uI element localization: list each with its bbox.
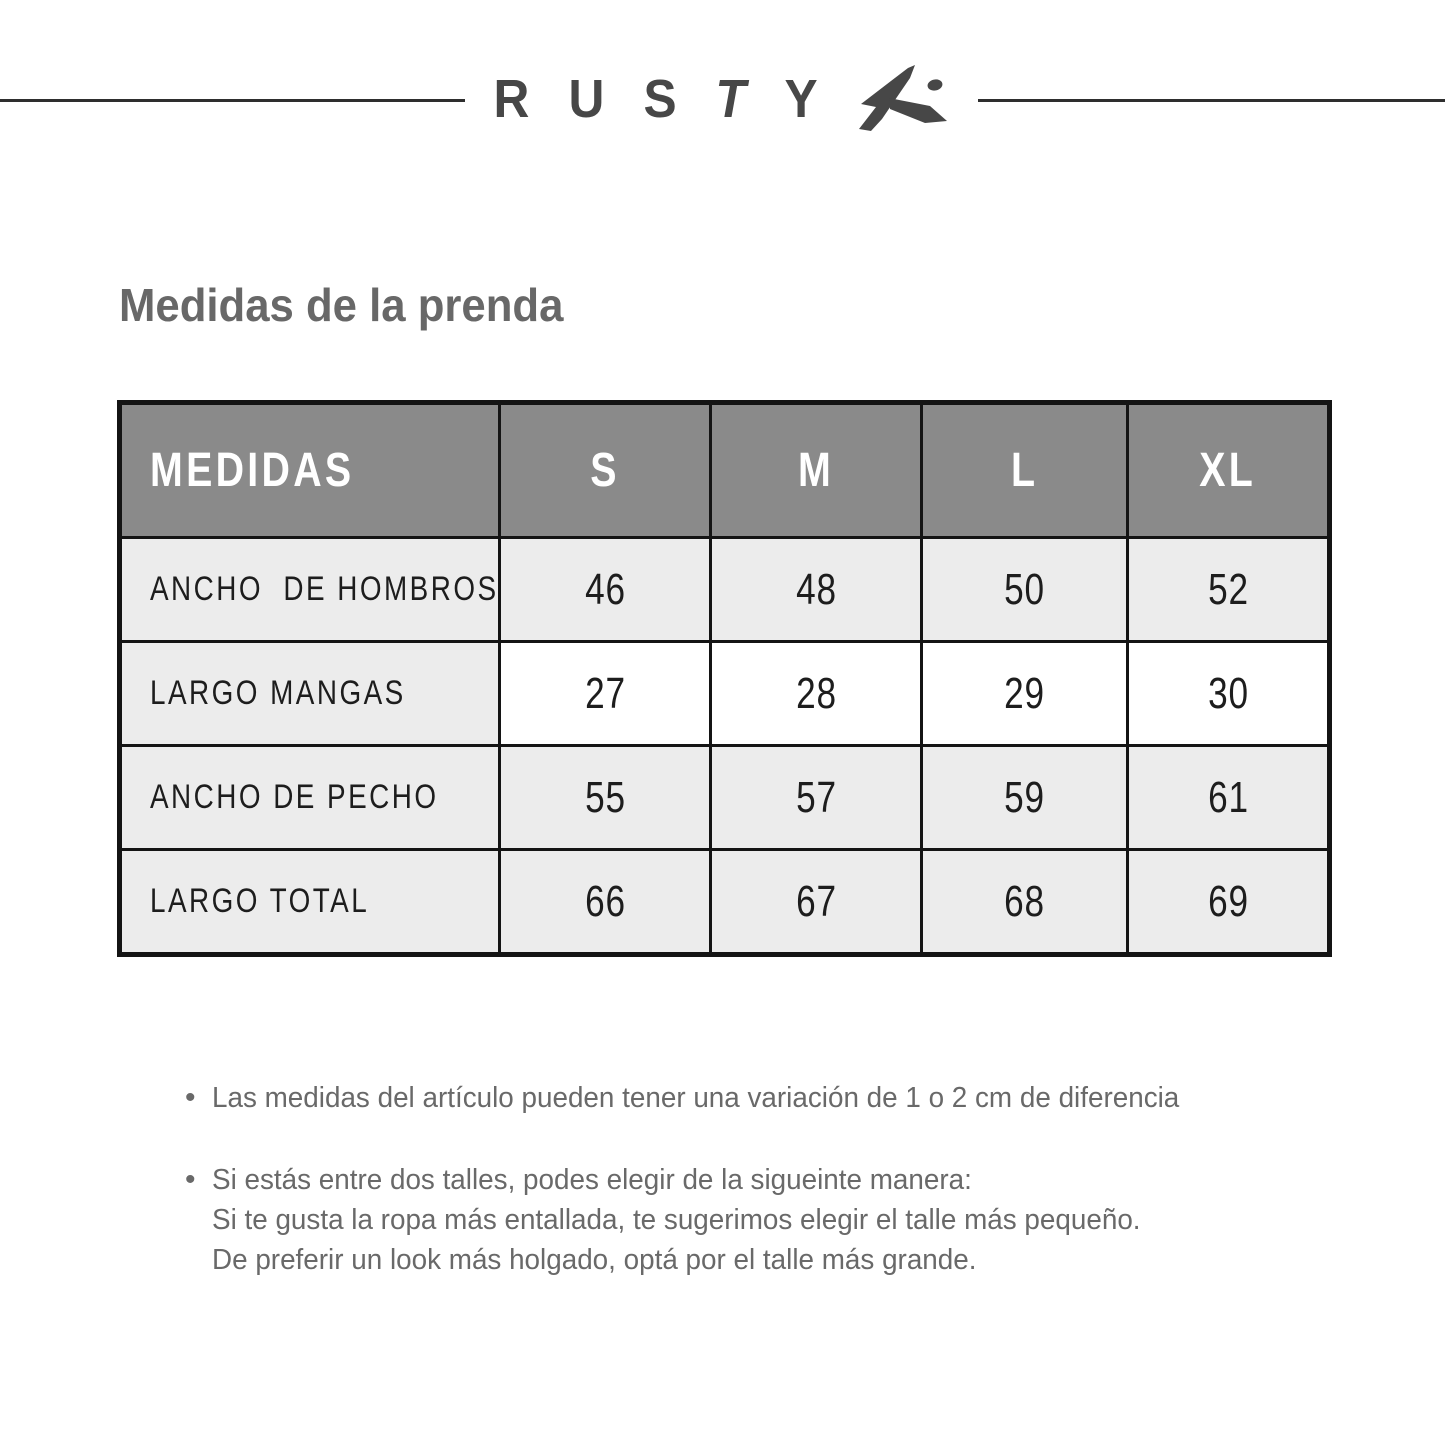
value-cell-xl: 69 bbox=[1126, 848, 1331, 956]
value-cell-m: 67 bbox=[709, 848, 923, 956]
table-row-largo-total: LARGO TOTAL 66 67 68 69 bbox=[118, 848, 1331, 956]
table-row-ancho-de-hombros: ANCHO DE HOMBROS 46 48 50 52 bbox=[118, 536, 1331, 643]
header-rule-right bbox=[978, 99, 1445, 102]
column-header-size-xl: XL bbox=[1126, 401, 1331, 539]
value-cell-s: 46 bbox=[498, 536, 712, 643]
notes-section: • Las medidas del artículo pueden tener … bbox=[185, 1078, 1305, 1322]
header-rule-left bbox=[0, 99, 465, 102]
brand-letter-u: U bbox=[568, 69, 605, 129]
note-line: Si estás entre dos talles, podes elegir … bbox=[212, 1164, 972, 1196]
brand-letter-t: T bbox=[715, 69, 746, 129]
row-label-cell: ANCHO DE HOMBROS bbox=[118, 536, 501, 643]
brand-letter-y: Y bbox=[784, 69, 818, 129]
value-cell-xl: 52 bbox=[1126, 536, 1331, 643]
value-cell-l: 59 bbox=[920, 744, 1129, 851]
brand-letter-s: S bbox=[643, 69, 677, 129]
value-cell-s: 66 bbox=[498, 848, 712, 956]
note-size-advice: • Si estás entre dos talles, podes elegi… bbox=[185, 1160, 1305, 1280]
value-cell-xl: 61 bbox=[1126, 744, 1331, 851]
column-header-size-m: M bbox=[709, 401, 923, 539]
note-line: Las medidas del artículo pueden tener un… bbox=[212, 1082, 1180, 1114]
note-variation: • Las medidas del artículo pueden tener … bbox=[185, 1078, 1305, 1118]
column-header-size-l: L bbox=[920, 401, 1129, 539]
bullet-icon: • bbox=[185, 1163, 196, 1196]
value-cell-s: 27 bbox=[498, 640, 712, 747]
value-cell-l: 29 bbox=[920, 640, 1129, 747]
table-row-largo-mangas: LARGO MANGAS 27 28 29 30 bbox=[118, 640, 1331, 747]
table-header-row: MEDIDAS S M L XL bbox=[118, 401, 1331, 539]
brand-letter-r: R bbox=[493, 69, 530, 129]
value-cell-l: 50 bbox=[920, 536, 1129, 643]
note-line: Si te gusta la ropa más entallada, te su… bbox=[212, 1204, 1141, 1236]
value-cell-m: 48 bbox=[709, 536, 923, 643]
value-cell-l: 68 bbox=[920, 848, 1129, 956]
measurements-table: MEDIDAS S M L XL ANCHO DE HOMBROS 46 bbox=[117, 400, 1332, 957]
value-cell-xl: 30 bbox=[1126, 640, 1331, 747]
row-label-cell: LARGO MANGAS bbox=[118, 640, 501, 747]
value-cell-m: 57 bbox=[709, 744, 923, 851]
brand-wordmark: R U S T Y bbox=[492, 68, 819, 130]
value-cell-m: 28 bbox=[709, 640, 923, 747]
page-title: Medidas de la prenda bbox=[119, 279, 564, 331]
row-label-cell: ANCHO DE PECHO bbox=[118, 744, 501, 851]
row-label-cell: LARGO TOTAL bbox=[118, 848, 501, 956]
table-row-ancho-de-pecho: ANCHO DE PECHO 55 57 59 61 bbox=[118, 744, 1331, 851]
column-header-medidas: MEDIDAS bbox=[118, 401, 501, 539]
note-line: De preferir un look más holgado, optá po… bbox=[212, 1244, 977, 1276]
value-cell-s: 55 bbox=[498, 744, 712, 851]
bullet-icon: • bbox=[185, 1081, 196, 1114]
column-header-size-s: S bbox=[498, 401, 712, 539]
rusty-r-logo-icon bbox=[859, 65, 947, 131]
